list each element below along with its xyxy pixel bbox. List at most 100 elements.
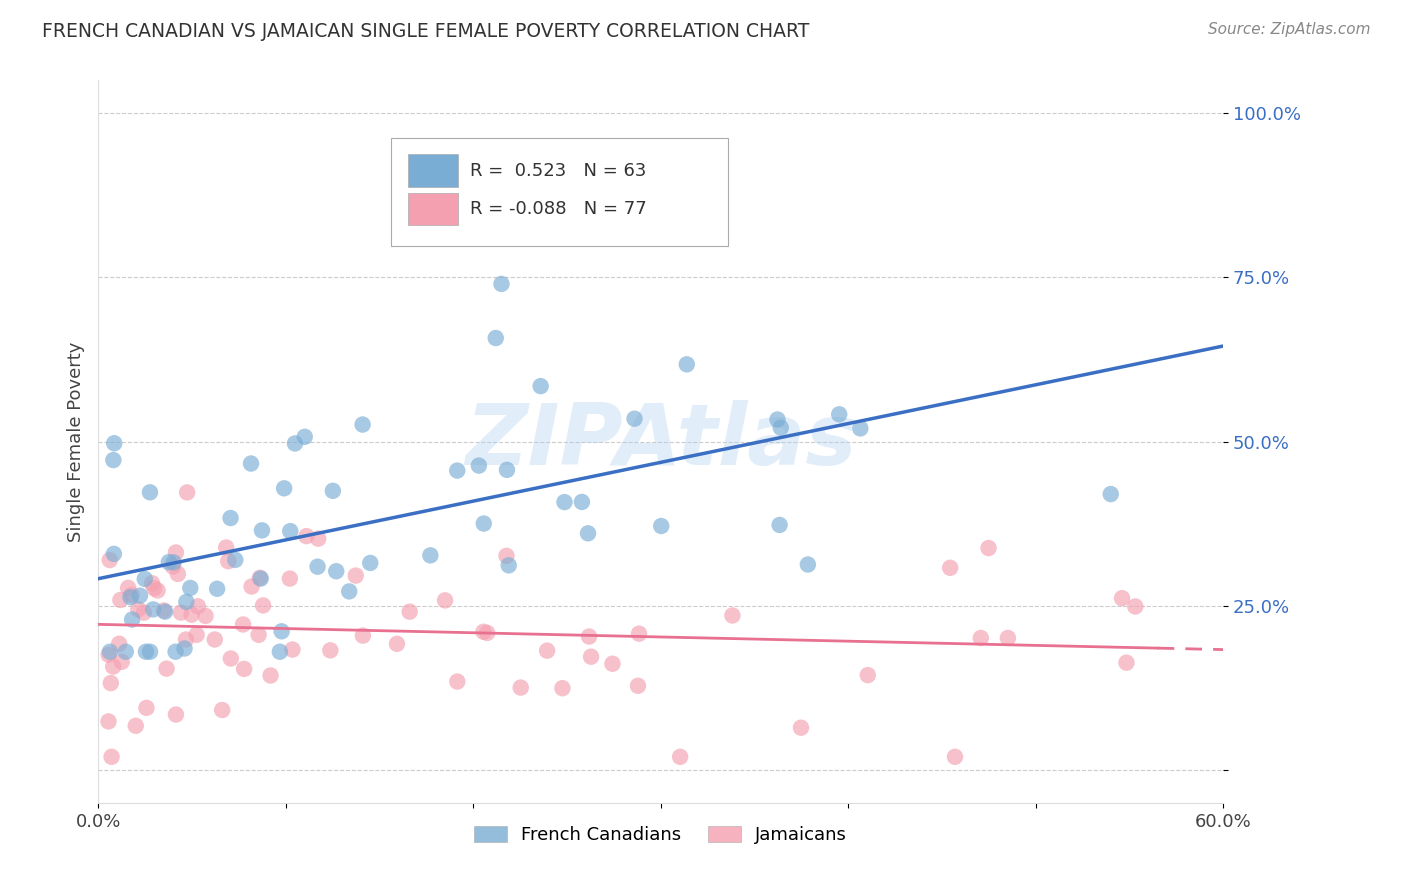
Point (669, 749, 692, 764)
Point (1123, 599, 1146, 614)
Point (165, 707, 187, 722)
Point (576, 526, 599, 541)
Point (943, 749, 966, 764)
Point (1099, 487, 1122, 501)
Point (828, 407, 851, 421)
Point (344, 568, 367, 582)
Point (337, 584, 360, 599)
FancyBboxPatch shape (408, 154, 458, 186)
Point (849, 421, 872, 435)
Point (129, 589, 152, 603)
Point (856, 668, 879, 682)
Point (187, 599, 209, 614)
Point (307, 532, 329, 546)
Point (419, 549, 441, 563)
Point (103, 436, 125, 450)
Point (1111, 591, 1133, 606)
Point (602, 657, 624, 671)
Y-axis label: Single Female Poverty: Single Female Poverty (66, 342, 84, 541)
Point (97, 714, 120, 729)
Point (485, 331, 508, 345)
Point (446, 674, 468, 689)
Point (121, 613, 143, 627)
Point (273, 481, 295, 495)
Point (628, 626, 651, 640)
Point (769, 420, 792, 434)
Point (121, 588, 143, 602)
Point (281, 642, 304, 657)
Point (970, 631, 993, 645)
Point (98, 553, 121, 567)
Point (141, 576, 163, 591)
Point (205, 582, 228, 596)
Point (97, 648, 120, 662)
Point (146, 583, 169, 598)
Point (477, 626, 499, 640)
Text: R =  0.523   N = 63: R = 0.523 N = 63 (470, 161, 645, 179)
Point (352, 629, 374, 643)
Point (240, 457, 263, 471)
Point (294, 430, 316, 444)
Point (278, 572, 301, 586)
Point (939, 561, 962, 575)
Point (135, 645, 157, 659)
Point (530, 379, 553, 393)
Point (295, 529, 318, 543)
Point (252, 599, 274, 613)
Point (270, 624, 292, 639)
Point (359, 556, 381, 570)
Point (111, 655, 134, 669)
Point (143, 582, 166, 596)
Point (211, 703, 233, 717)
Point (194, 609, 217, 624)
Point (650, 519, 672, 533)
Point (284, 436, 307, 450)
Point (162, 559, 184, 574)
FancyBboxPatch shape (408, 193, 458, 225)
Point (768, 517, 790, 532)
Point (259, 668, 281, 682)
Legend: French Canadians, Jamaicans: French Canadians, Jamaicans (467, 819, 855, 852)
Point (165, 545, 187, 559)
Point (142, 602, 165, 616)
Point (176, 485, 198, 500)
Point (446, 464, 468, 478)
Point (165, 645, 187, 659)
Point (551, 681, 574, 696)
FancyBboxPatch shape (391, 138, 728, 246)
Point (491, 224, 513, 238)
Point (571, 495, 593, 509)
Point (472, 516, 495, 531)
Point (240, 580, 263, 594)
Point (108, 637, 131, 651)
Point (495, 549, 517, 563)
Point (217, 554, 239, 568)
Point (536, 643, 558, 657)
Point (135, 701, 157, 715)
Point (325, 564, 347, 578)
Point (249, 572, 271, 586)
Point (496, 463, 519, 477)
Point (170, 606, 193, 620)
Point (100, 676, 122, 690)
Point (553, 495, 575, 509)
Point (997, 631, 1019, 645)
Point (180, 607, 202, 622)
Point (578, 630, 600, 644)
Point (797, 558, 820, 572)
Point (98, 645, 121, 659)
Point (120, 591, 142, 605)
Point (498, 558, 520, 573)
Point (472, 624, 495, 639)
Point (468, 458, 491, 473)
Point (155, 662, 177, 676)
Point (125, 719, 148, 733)
Point (110, 593, 132, 607)
Point (127, 602, 149, 616)
Point (250, 524, 273, 538)
Point (179, 581, 201, 595)
Point (398, 605, 420, 619)
Point (117, 581, 139, 595)
Point (204, 632, 226, 647)
Point (509, 681, 531, 695)
